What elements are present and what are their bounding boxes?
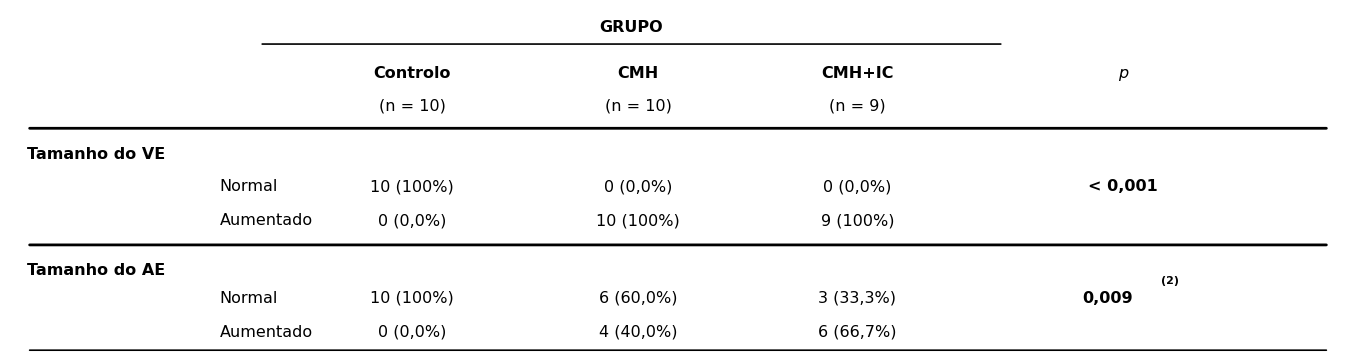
Text: 6 (60,0%): 6 (60,0%): [599, 291, 678, 306]
Text: (n = 10): (n = 10): [378, 98, 446, 113]
Text: CMH: CMH: [617, 66, 659, 81]
Text: Aumentado: Aumentado: [220, 325, 313, 340]
Text: 0 (0,0%): 0 (0,0%): [603, 179, 673, 194]
Text: Controlo: Controlo: [373, 66, 452, 81]
Text: 10 (100%): 10 (100%): [597, 213, 679, 228]
Text: Normal: Normal: [220, 291, 278, 306]
Text: 0 (0,0%): 0 (0,0%): [378, 213, 446, 228]
Text: 6 (66,7%): 6 (66,7%): [818, 325, 896, 340]
Text: Aumentado: Aumentado: [220, 213, 313, 228]
Text: (n = 9): (n = 9): [829, 98, 885, 113]
Text: 9 (100%): 9 (100%): [820, 213, 894, 228]
Text: 10 (100%): 10 (100%): [370, 291, 454, 306]
Text: 3 (33,3%): 3 (33,3%): [819, 291, 896, 306]
Text: 0 (0,0%): 0 (0,0%): [823, 179, 892, 194]
Text: 4 (40,0%): 4 (40,0%): [599, 325, 678, 340]
Text: Normal: Normal: [220, 179, 278, 194]
Text: CMH+IC: CMH+IC: [822, 66, 894, 81]
Text: p: p: [1119, 66, 1128, 81]
Text: (n = 10): (n = 10): [605, 98, 671, 113]
Text: 0,009: 0,009: [1082, 291, 1132, 306]
Text: < 0,001: < 0,001: [1089, 179, 1158, 194]
Text: 0 (0,0%): 0 (0,0%): [378, 325, 446, 340]
Text: Tamanho do VE: Tamanho do VE: [27, 147, 165, 162]
Text: Tamanho do AE: Tamanho do AE: [27, 263, 165, 278]
Text: (2): (2): [1161, 276, 1178, 286]
Text: 10 (100%): 10 (100%): [370, 179, 454, 194]
Text: GRUPO: GRUPO: [599, 20, 663, 35]
